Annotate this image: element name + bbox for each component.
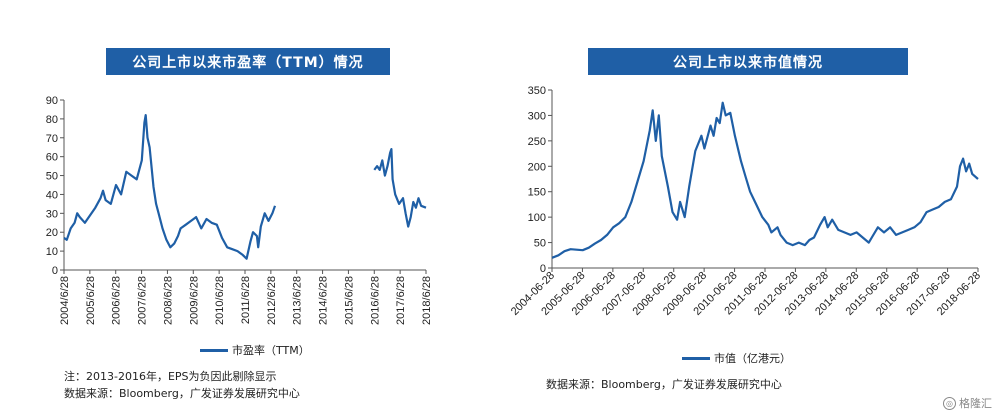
watermark: ◎ 格隆汇 [943,395,992,411]
pe-x-tick-label: 2011/6/28 [240,276,252,324]
pe-x-tick-label: 2017/6/28 [395,276,407,325]
mcap-chart-svg: 0501001502002503003502004-06-282005-06-2… [509,85,983,318]
pe-x-tick-label: 2014/6/28 [318,276,330,325]
pe-series-line-1 [373,148,427,228]
pe-y-tick-label: 30 [46,208,58,220]
pe-x-tick-label: 2004/6/28 [59,276,71,325]
pe-x-tick-label: 2013/6/28 [292,276,304,325]
watermark-icon: ◎ [943,396,956,410]
mcap-chart-panel: 公司上市以来市值情况 0 50 100 150 200 250 300 350 2004-06-… [500,0,1000,417]
pe-x-tick-label: 2010/6/28 [214,276,226,325]
mcap-y-tick-label: 150 [528,187,546,199]
pe-y-tick-label: 50 [46,171,58,183]
mcap-legend: 市值（亿港元） [682,350,791,366]
mcap-legend-swatch [682,356,710,360]
pe-x-tick-label: 2006/6/28 [111,276,123,325]
mcap-source: 数据来源：Bloomberg，广发证券发展研究中心 [546,378,782,391]
pe-y-tick-label: 60 [46,152,58,164]
mcap-y-tick-label: 0 [540,263,546,275]
mcap-y-tick-label: 250 [528,136,546,148]
pe-x-tick-label: 2009/6/28 [188,276,200,325]
mcap-y-tick-label: 100 [528,212,546,224]
pe-x-tick-label: 2018/6/28 [421,276,433,325]
mcap-y-tick-label: 350 [528,85,546,97]
pe-source: 数据来源：Bloomberg，广发证券发展研究中心 [64,387,300,400]
pe-y-tick-label: 70 [46,133,58,145]
pe-legend: 市盈率（TTM） [200,342,310,358]
pe-chart-panel: 公司上市以来市盈率（TTM）情况 0 10 20 30 40 50 60 70 80 90 2004… [46,48,433,400]
mcap-series-line-0 [551,101,979,259]
pe-legend-label: 市盈率（TTM） [232,344,310,357]
mcap-y-tick-label: 50 [534,238,546,250]
pe-x-tick-label: 2008/6/28 [162,276,174,325]
mcap-y-tick-label: 200 [528,161,546,173]
pe-chart-title: 公司上市以来市盈率（TTM）情况 [106,48,390,75]
pe-y-tick-label: 40 [46,189,58,201]
watermark-text: 格隆汇 [959,397,992,410]
mcap-legend-label: 市值（亿港元） [714,352,791,365]
mcap-y-tick-label: 300 [528,110,546,122]
pe-y-tick-label: 0 [52,265,58,277]
pe-x-tick-label: 2015/6/28 [343,276,355,325]
pe-y-tick-label: 90 [46,95,58,107]
mcap-chart-title: 公司上市以来市值情况 [588,48,908,75]
pe-x-tick-label: 2005/6/28 [85,276,97,325]
pe-legend-swatch [200,348,228,352]
pe-chart-svg: 0 10 20 30 40 50 60 70 80 90 2004/6/28 2005/6/28 200… [46,95,433,325]
pe-y-tick-label: 10 [46,246,58,258]
pe-y-tick-label: 20 [46,227,58,239]
pe-note: 注：2013-2016年，EPS为负因此剔除显示 [64,370,277,383]
pe-y-tick-label: 80 [46,114,58,126]
pe-series-line-0 [63,114,277,260]
pe-x-tick-label: 2007/6/28 [137,276,149,325]
pe-x-tick-label: 2016/6/28 [369,276,381,325]
pe-x-tick-label: 2012/6/28 [266,276,278,325]
